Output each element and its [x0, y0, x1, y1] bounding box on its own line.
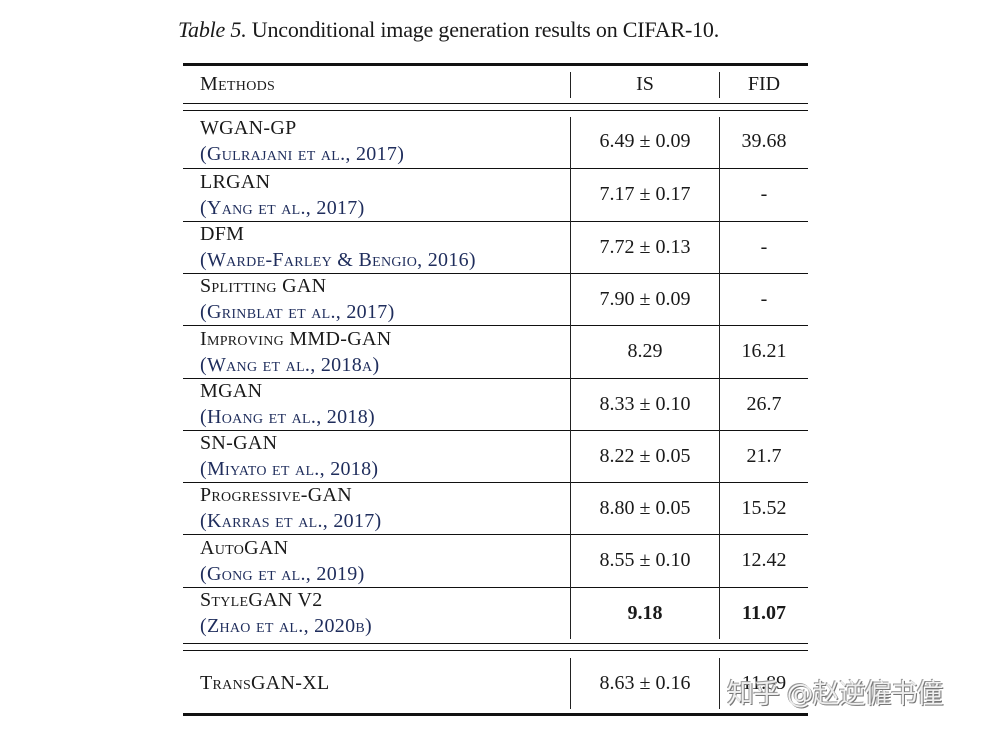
fid-value: 39.68 [741, 129, 787, 152]
caption-label: Table 5. [178, 17, 247, 42]
method-citation[interactable]: (Zhao et al., 2020b) [200, 615, 372, 637]
row-divider [183, 168, 808, 169]
fid-value: 15.52 [741, 496, 787, 519]
is-value: 7.72 ± 0.13 [599, 235, 691, 258]
method-name: AutoGAN [200, 536, 289, 559]
is-value: 7.17 ± 0.17 [599, 183, 691, 205]
is-value: 8.22 ± 0.05 [599, 444, 691, 467]
row-divider [183, 534, 808, 535]
method-citation[interactable]: (Miyato et al., 2018) [200, 458, 379, 480]
is-value: 8.29 [627, 340, 663, 362]
fid-value: 11.89 [741, 671, 787, 694]
header-is: IS [636, 73, 654, 95]
method-name: TransGAN-XL [200, 671, 330, 694]
row-divider [183, 378, 808, 379]
is-value: 7.90 ± 0.09 [599, 287, 691, 310]
method-name: Progressive-GAN [200, 484, 352, 506]
column-divider [719, 117, 720, 639]
method-name: Splitting GAN [200, 275, 327, 297]
is-value-best: 9.18 [627, 601, 663, 624]
fid-value: - [760, 287, 768, 310]
row-divider [183, 273, 808, 274]
header-fid: FID [747, 73, 781, 95]
row-divider [183, 430, 808, 431]
row-divider [183, 221, 808, 222]
method-name: StyleGAN V2 [200, 589, 323, 611]
header-rule-2 [183, 110, 808, 111]
fid-value: - [760, 183, 768, 205]
fid-value: 26.7 [746, 392, 782, 415]
bottom-rule [183, 713, 808, 716]
column-divider [570, 72, 571, 98]
method-name: SN-GAN [200, 432, 278, 454]
row-divider [183, 482, 808, 483]
method-citation[interactable]: (Hoang et al., 2018) [200, 406, 375, 428]
method-citation[interactable]: (Yang et al., 2017) [200, 196, 365, 219]
method-name: Improving MMD-GAN [200, 327, 392, 350]
table-caption: Table 5. Unconditional image generation … [178, 17, 719, 43]
fid-value: 16.21 [741, 340, 787, 362]
column-divider [570, 117, 571, 639]
method-citation[interactable]: (Grinblat et al., 2017) [200, 301, 395, 323]
row-divider [183, 325, 808, 326]
method-name: MGAN [200, 380, 263, 402]
header-rule-1 [183, 103, 808, 104]
ours-rule-2 [183, 650, 808, 651]
method-citation[interactable]: (Gulrajani et al., 2017) [200, 143, 405, 165]
fid-value: - [760, 235, 768, 258]
top-rule [183, 63, 808, 66]
ours-rule-1 [183, 643, 808, 644]
method-citation[interactable]: (Gong et al., 2019) [200, 562, 365, 585]
is-value: 8.33 ± 0.10 [599, 392, 691, 415]
method-citation[interactable]: (Karras et al., 2017) [200, 510, 382, 532]
is-value: 8.63 ± 0.16 [599, 671, 691, 694]
column-divider [719, 72, 720, 98]
is-value: 8.80 ± 0.05 [599, 496, 691, 519]
fid-value: 21.7 [746, 444, 782, 467]
fid-value-best: 11.07 [742, 601, 786, 624]
is-value: 8.55 ± 0.10 [599, 549, 691, 571]
method-name: DFM [200, 223, 245, 245]
is-value: 6.49 ± 0.09 [599, 129, 691, 152]
column-divider [570, 658, 571, 709]
method-citation[interactable]: (Wang et al., 2018a) [200, 353, 380, 376]
fid-value: 12.42 [741, 549, 787, 571]
column-divider [719, 658, 720, 709]
header-methods: Methods [200, 73, 276, 95]
method-name: WGAN-GP [200, 117, 297, 139]
zhihu-watermark: 知乎 @赵逆僱书僮 [727, 679, 944, 710]
method-citation[interactable]: (Warde-Farley & Bengio, 2016) [200, 249, 476, 271]
method-name: LRGAN [200, 170, 271, 193]
row-divider [183, 587, 808, 588]
caption-text: Unconditional image generation results o… [246, 17, 719, 42]
